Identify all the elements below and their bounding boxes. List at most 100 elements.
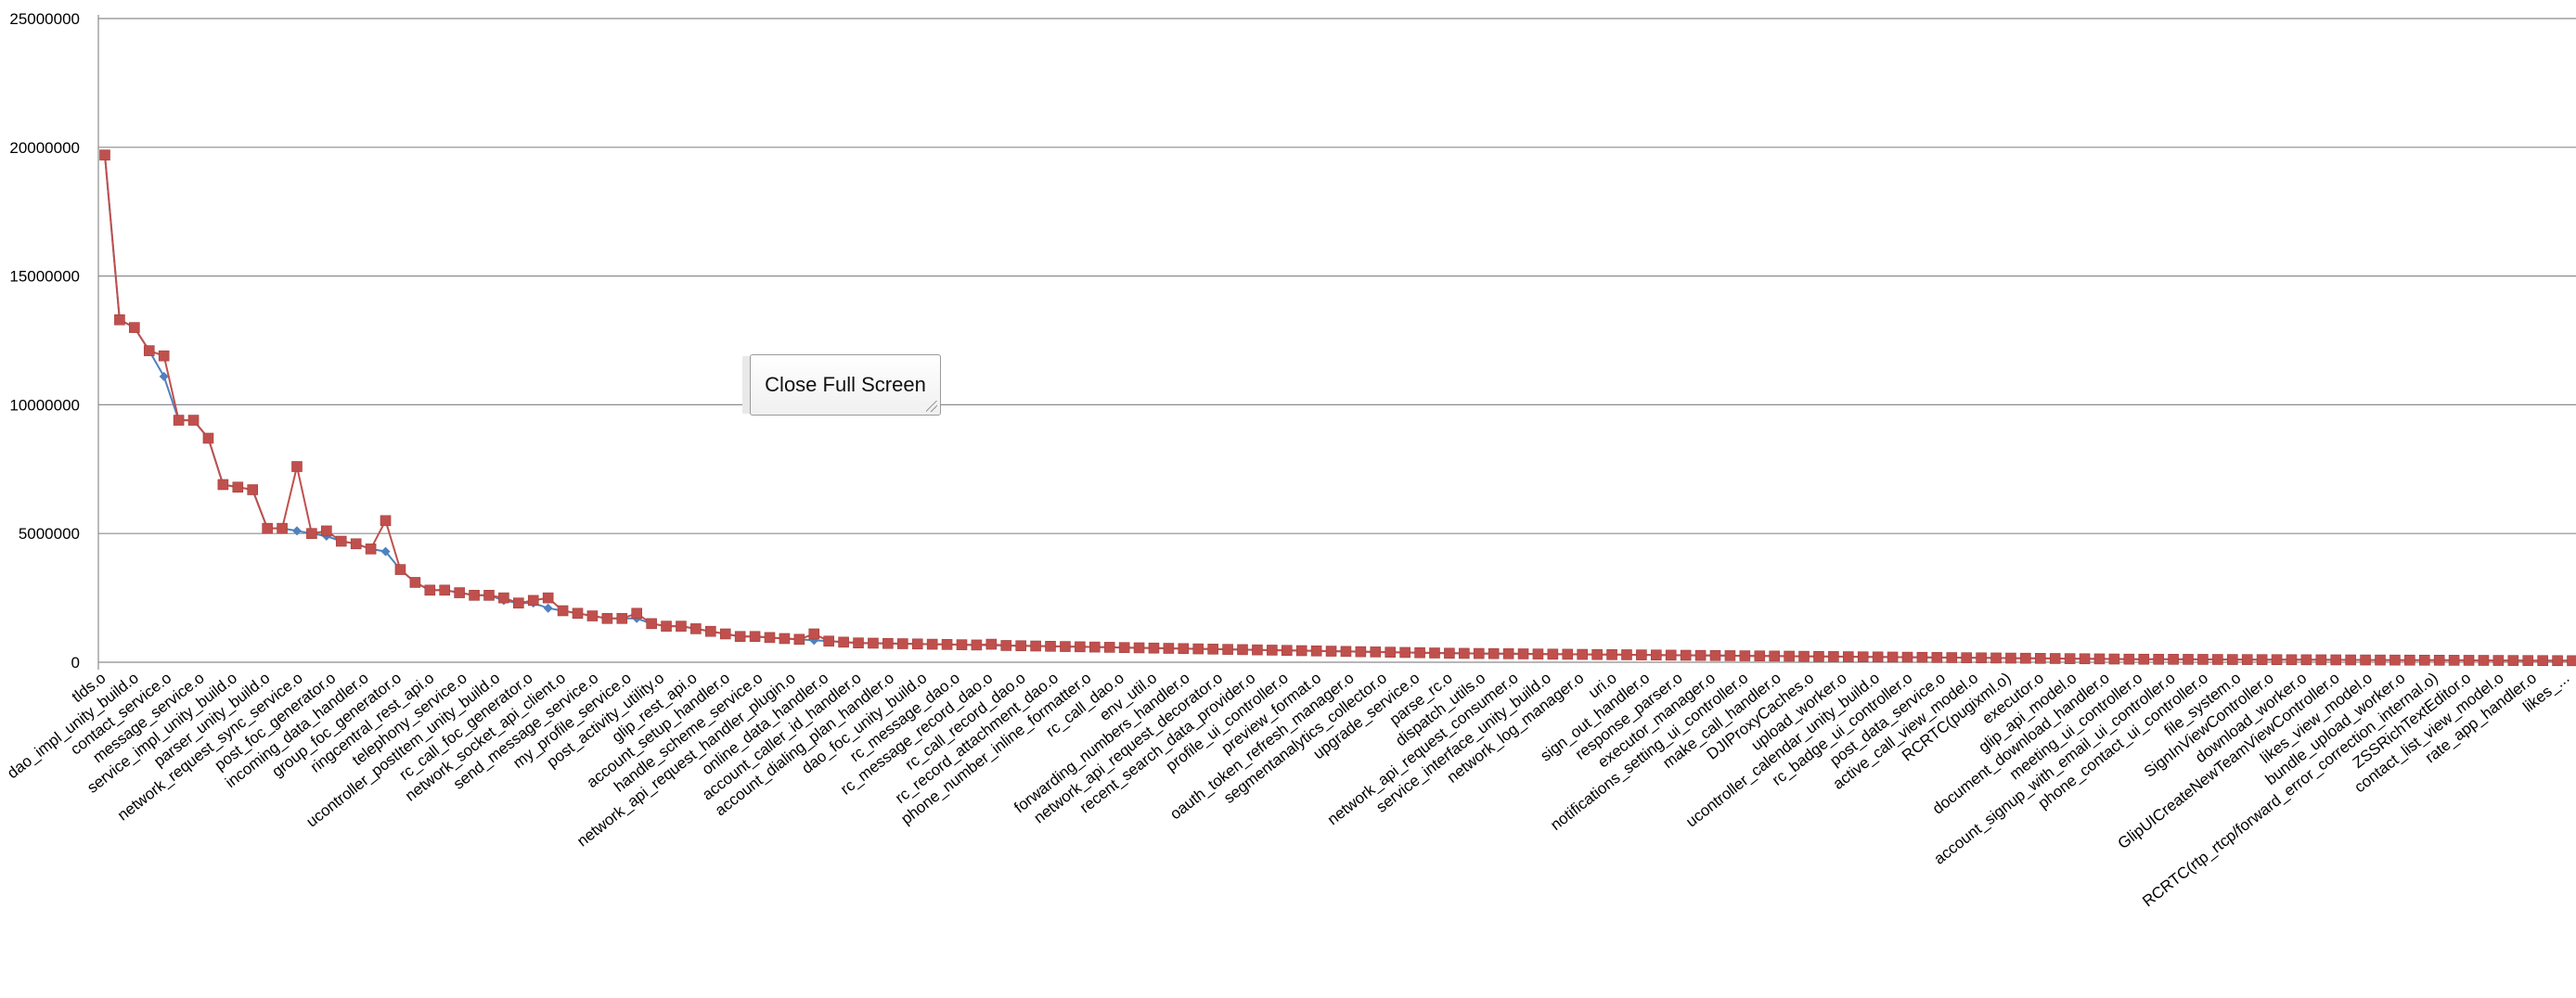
data-point-square — [1665, 649, 1677, 661]
data-point-square — [749, 631, 761, 643]
data-point-square — [853, 637, 864, 648]
data-point-square — [1060, 641, 1071, 652]
data-point-square — [941, 639, 953, 650]
data-point-square — [1887, 651, 1899, 663]
data-point-square — [2108, 653, 2120, 665]
data-point-square — [734, 631, 746, 643]
data-point-square — [1990, 652, 2002, 664]
data-point-square — [129, 322, 140, 333]
data-point-square — [143, 345, 155, 356]
data-point-square — [1621, 649, 1632, 660]
data-point-square — [882, 637, 894, 649]
data-point-square — [1739, 650, 1751, 661]
data-point-square — [2153, 653, 2164, 665]
data-point-square — [690, 623, 702, 634]
data-point-square — [1488, 647, 1500, 659]
data-point-square — [1252, 644, 1263, 656]
data-point-square — [676, 621, 687, 632]
data-point-square — [2463, 655, 2475, 666]
data-point-square — [926, 638, 938, 650]
series-group — [99, 149, 2576, 667]
data-point-square — [2079, 653, 2091, 665]
data-point-square — [1133, 642, 1145, 654]
data-point-square — [1429, 647, 1440, 659]
data-point-square — [896, 638, 908, 649]
data-point-square — [513, 597, 524, 608]
data-point-square — [2123, 653, 2135, 665]
data-point-square — [1769, 650, 1781, 662]
data-point-square — [2492, 655, 2505, 666]
data-point-square — [173, 415, 185, 426]
data-point-square — [2418, 654, 2430, 666]
data-point-square — [1281, 645, 1293, 657]
data-point-square — [1163, 643, 1175, 654]
data-point-square — [1547, 648, 1559, 660]
data-point-diamond — [543, 603, 553, 613]
data-point-square — [483, 590, 495, 601]
data-point-square — [1385, 646, 1397, 658]
data-point-square — [2522, 655, 2534, 666]
data-point-square — [1843, 651, 1854, 662]
data-point-square — [247, 484, 259, 495]
data-point-square — [661, 621, 672, 632]
data-point-square — [114, 313, 125, 326]
data-point-square — [1075, 641, 1086, 653]
data-point-square — [823, 635, 834, 647]
data-point-square — [1709, 649, 1721, 661]
data-point-square — [277, 522, 288, 534]
data-point-square — [1901, 651, 1913, 663]
data-point-square — [1444, 647, 1455, 659]
data-point-square — [469, 590, 480, 601]
data-point-square — [1916, 651, 1928, 663]
data-point-square — [971, 639, 983, 651]
data-point-square — [394, 564, 406, 575]
data-point-square — [2020, 652, 2031, 664]
data-point-square — [424, 584, 436, 596]
data-point-square — [911, 638, 923, 650]
data-point-square — [2567, 655, 2576, 667]
close-full-screen-label: Close Full Screen — [765, 373, 926, 396]
data-point-square — [365, 544, 377, 555]
y-tick-label: 0 — [71, 654, 80, 672]
data-point-square — [1399, 646, 1410, 659]
data-point-square — [1414, 646, 1425, 659]
data-point-square — [1370, 646, 1382, 658]
data-point-square — [1798, 650, 1810, 662]
data-point-square — [2404, 654, 2415, 666]
gridlines — [98, 18, 2576, 663]
data-point-square — [217, 479, 229, 491]
data-point-square — [2212, 654, 2223, 665]
data-point-square — [808, 628, 820, 640]
data-point-square — [1680, 649, 1692, 661]
data-point-square — [985, 638, 998, 650]
close-full-screen-button[interactable]: Close Full Screen — [750, 354, 941, 416]
data-point-square — [2345, 654, 2356, 666]
data-point-square — [2256, 654, 2268, 665]
data-point-square — [1192, 643, 1204, 655]
data-point-square — [2005, 652, 2016, 664]
data-point-square — [1237, 644, 1248, 656]
data-point-square — [1178, 643, 1190, 655]
data-point-square — [1517, 648, 1529, 659]
data-point-square — [1784, 650, 1795, 662]
data-point-square — [1088, 641, 1101, 653]
data-point-square — [1577, 648, 1589, 660]
data-point-square — [2183, 654, 2194, 665]
data-point-square — [2433, 655, 2445, 666]
data-point-square — [2375, 654, 2386, 666]
y-tick-label: 15000000 — [9, 268, 80, 286]
data-point-square — [439, 584, 451, 596]
data-point-square — [335, 535, 347, 547]
data-point-square — [1310, 645, 1322, 657]
data-point-square — [1030, 640, 1041, 652]
data-point-square — [1015, 640, 1026, 652]
data-point-square — [321, 525, 332, 537]
data-point-square — [1694, 649, 1707, 661]
data-point-square — [2226, 654, 2238, 665]
series-line — [104, 155, 2572, 662]
data-point-square — [409, 577, 421, 588]
data-point-square — [1961, 652, 1972, 663]
data-point-square — [1591, 648, 1603, 660]
data-point-square — [1857, 651, 1869, 662]
x-axis: tlds.odao_impl_unity_build.ocontact_serv… — [4, 669, 2572, 910]
